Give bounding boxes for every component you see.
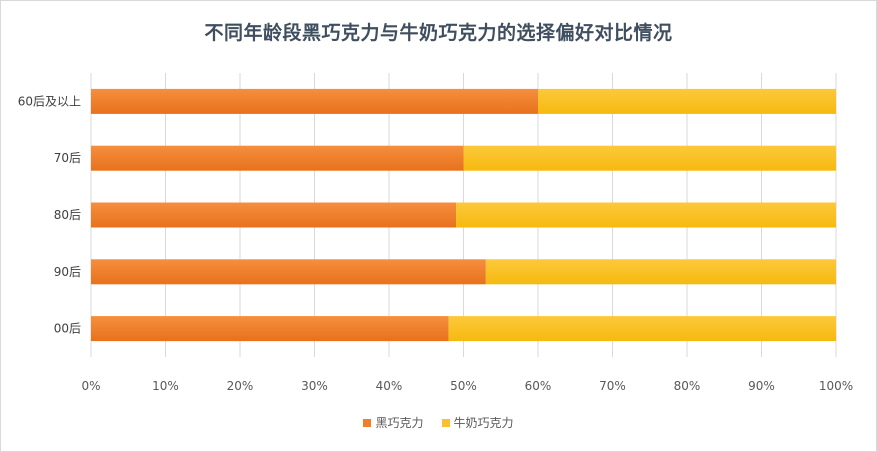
bar-dark-0 [91, 88, 538, 114]
x-tick-label: 80% [674, 379, 701, 393]
bar-dark-4 [91, 316, 449, 342]
category-label: 60后及以上 [18, 94, 81, 108]
legend-label-dark: 黑巧克力 [375, 416, 424, 430]
x-tick-label: 0% [81, 379, 100, 393]
bar-milk-0 [538, 88, 836, 114]
category-label: 70后 [54, 151, 81, 165]
category-label: 80后 [54, 208, 81, 222]
x-tick-label: 100% [819, 379, 853, 393]
x-tick-label: 30% [301, 379, 328, 393]
legend: 黑巧克力 牛奶巧克力 [0, 414, 877, 431]
bar-milk-4 [448, 316, 836, 342]
bar-milk-2 [456, 202, 836, 228]
bar-dark-1 [91, 145, 464, 171]
legend-item-dark: 黑巧克力 [363, 414, 424, 431]
bar-dark-3 [91, 259, 486, 285]
bar-milk-3 [485, 259, 836, 285]
legend-swatch-dark [363, 418, 372, 427]
legend-item-milk: 牛奶巧克力 [441, 414, 514, 431]
category-label: 90后 [54, 265, 81, 279]
bar-milk-1 [463, 145, 836, 171]
x-tick-label: 60% [525, 379, 552, 393]
category-label: 00后 [54, 322, 81, 336]
x-tick-label: 20% [227, 379, 254, 393]
x-tick-label: 40% [376, 379, 403, 393]
bar-dark-2 [91, 202, 457, 228]
legend-label-milk: 牛奶巧克力 [453, 416, 514, 430]
x-tick-label: 90% [748, 379, 775, 393]
x-tick-label: 50% [450, 379, 477, 393]
x-tick-labels: 0% 10% 20% 30% 40% 50% 60% 70% 80% 90% 100% [81, 379, 853, 393]
x-tick-label: 10% [152, 379, 179, 393]
x-tick-label: 70% [599, 379, 626, 393]
chart-title: 不同年龄段黑巧克力与牛奶巧克力的选择偏好对比情况 [204, 22, 673, 44]
bars [91, 88, 836, 342]
category-labels: 60后及以上 70后 80后 90后 00后 [18, 94, 81, 335]
legend-swatch-milk [441, 418, 450, 427]
